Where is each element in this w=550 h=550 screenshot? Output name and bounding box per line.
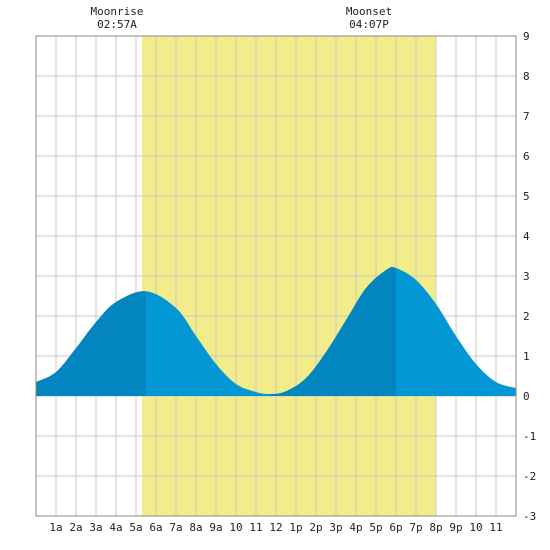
x-tick-label: 6a: [149, 521, 162, 534]
x-tick-label: 4p: [349, 521, 362, 534]
y-tick-label: -3: [523, 510, 536, 523]
x-tick-label: 1a: [49, 521, 62, 534]
x-tick-label: 12: [269, 521, 282, 534]
tide-falling-area: [396, 268, 516, 396]
x-tick-label: 9a: [209, 521, 222, 534]
x-tick-label: 6p: [389, 521, 402, 534]
moonset-label: Moonset: [346, 5, 392, 18]
x-tick-label: 11: [249, 521, 262, 534]
y-tick-label: 1: [523, 350, 530, 363]
x-tick-label: 8a: [189, 521, 202, 534]
y-tick-label: 9: [523, 30, 530, 43]
y-tick-label: 0: [523, 390, 530, 403]
y-tick-label: 8: [523, 70, 530, 83]
tide-rising-area: [36, 291, 146, 396]
x-tick-label: 3p: [329, 521, 342, 534]
plot-frame: [35, 35, 517, 517]
x-tick-label: 5p: [369, 521, 382, 534]
x-tick-label: 5a: [129, 521, 142, 534]
tide-falling-area: [146, 291, 270, 396]
y-tick-label: -2: [523, 470, 536, 483]
y-tick-label: -1: [523, 430, 536, 443]
y-tick-label: 2: [523, 310, 530, 323]
tide-rising-area: [270, 267, 396, 396]
y-tick-label: 6: [523, 150, 530, 163]
x-tick-label: 1p: [289, 521, 302, 534]
y-tick-label: 4: [523, 230, 530, 243]
x-tick-label: 10: [469, 521, 482, 534]
x-tick-label: 3a: [89, 521, 102, 534]
y-tick-label: 3: [523, 270, 530, 283]
y-tick-label: 5: [523, 190, 530, 203]
moonset-time: 04:07P: [349, 18, 389, 31]
x-tick-label: 10: [229, 521, 242, 534]
x-tick-label: 4a: [109, 521, 122, 534]
moonrise-label: Moonrise: [91, 5, 144, 18]
x-tick-label: 9p: [449, 521, 462, 534]
x-tick-label: 8p: [429, 521, 442, 534]
x-tick-label: 2a: [69, 521, 82, 534]
x-tick-label: 2p: [309, 521, 322, 534]
x-tick-label: 7p: [409, 521, 422, 534]
x-tick-label: 7a: [169, 521, 182, 534]
moonrise-time: 02:57A: [97, 18, 137, 31]
x-tick-label: 11: [489, 521, 502, 534]
y-tick-label: 7: [523, 110, 530, 123]
